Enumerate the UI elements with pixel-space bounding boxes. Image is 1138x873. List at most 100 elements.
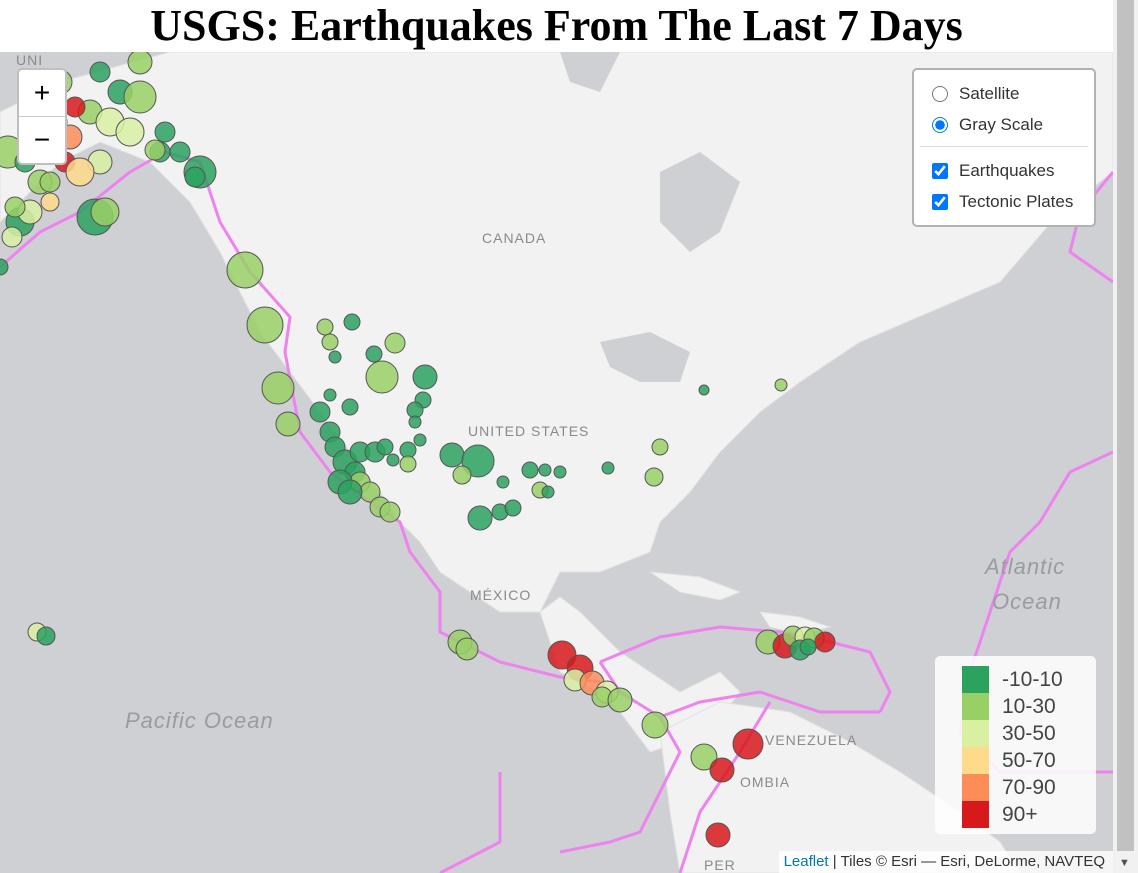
earthquake-marker[interactable]: [89, 61, 111, 83]
leaflet-link[interactable]: Leaflet: [783, 853, 829, 870]
earthquake-marker[interactable]: [1, 226, 23, 248]
earthquake-marker[interactable]: [261, 371, 295, 405]
earthquake-marker[interactable]: [337, 479, 363, 505]
scroll-down-arrow-icon[interactable]: ▼: [1119, 857, 1130, 869]
earthquake-marker[interactable]: [607, 687, 633, 713]
label-colombia: OMBIA: [740, 774, 791, 790]
label-mexico: MÉXICO: [470, 587, 532, 603]
label-unit-top: UNI: [16, 52, 44, 68]
zoom-control: + −: [17, 68, 67, 165]
zoom-out-button[interactable]: −: [19, 116, 65, 163]
earthquake-marker[interactable]: [496, 475, 510, 489]
earthquake-marker[interactable]: [309, 401, 331, 423]
earthquake-marker[interactable]: [467, 505, 493, 531]
earthquake-marker[interactable]: [246, 306, 284, 344]
earthquake-marker[interactable]: [115, 117, 145, 147]
earthquake-marker[interactable]: [408, 415, 422, 429]
earthquake-marker[interactable]: [651, 438, 669, 456]
earthquakes-checkbox[interactable]: [932, 162, 948, 179]
earthquake-marker[interactable]: [705, 822, 731, 848]
earthquake-marker[interactable]: [154, 121, 176, 143]
hudson-bay: [660, 152, 740, 252]
earthquake-marker[interactable]: [226, 251, 264, 289]
earthquake-marker[interactable]: [365, 360, 399, 394]
earthquake-marker[interactable]: [399, 455, 417, 473]
legend-item: 70-90: [962, 774, 1056, 801]
earthquake-marker[interactable]: [316, 318, 334, 336]
earthquake-marker[interactable]: [698, 384, 710, 396]
layer-satellite[interactable]: Satellite: [914, 78, 1094, 109]
legend-swatch: [962, 774, 989, 801]
scrollbar-thumb[interactable]: [1117, 0, 1134, 851]
earthquake-marker[interactable]: [799, 638, 817, 656]
earthquake-marker[interactable]: [123, 80, 157, 114]
legend-label: -10-10: [1002, 667, 1063, 691]
gray-scale-radio[interactable]: [932, 116, 948, 133]
earthquake-marker[interactable]: [4, 196, 26, 218]
earthquakes-layer: [0, 52, 836, 848]
legend-swatch: [962, 666, 989, 693]
layer-earthquakes[interactable]: Earthquakes: [914, 155, 1094, 186]
earthquake-marker[interactable]: [343, 313, 361, 331]
earthquake-marker[interactable]: [386, 453, 400, 467]
legend-swatch: [962, 801, 989, 828]
earthquake-marker[interactable]: [321, 333, 339, 351]
earthquake-marker[interactable]: [184, 166, 206, 188]
legend-swatch: [962, 693, 989, 720]
label-united-states: UNITED STATES: [468, 423, 590, 439]
arctic-water: [560, 52, 620, 92]
earthquake-marker[interactable]: [601, 461, 615, 475]
earthquake-marker[interactable]: [169, 141, 191, 163]
earthquake-marker[interactable]: [644, 467, 664, 487]
legend-label: 10-30: [1002, 694, 1056, 718]
earthquake-marker[interactable]: [144, 139, 166, 161]
label-pacific-ocean: Pacific Ocean: [125, 708, 274, 733]
earthquake-marker[interactable]: [64, 96, 86, 118]
earthquake-marker[interactable]: [774, 378, 788, 392]
earthquake-marker[interactable]: [65, 157, 95, 187]
page-scrollbar[interactable]: ▼: [1113, 0, 1138, 873]
earthquake-marker[interactable]: [814, 631, 836, 653]
earthquake-marker[interactable]: [275, 411, 301, 437]
earthquake-marker[interactable]: [455, 637, 479, 661]
layer-tectonic-plates[interactable]: Tectonic Plates: [914, 186, 1094, 217]
earthquake-marker[interactable]: [541, 485, 555, 499]
cuba-land: [649, 571, 742, 601]
satellite-radio[interactable]: [932, 85, 948, 102]
earthquake-marker[interactable]: [553, 465, 567, 479]
earthquake-marker[interactable]: [439, 442, 465, 468]
earthquake-marker[interactable]: [365, 345, 383, 363]
earthquake-marker[interactable]: [732, 728, 764, 760]
earthquake-marker[interactable]: [690, 743, 718, 771]
legend-swatch: [962, 720, 989, 747]
earthquake-marker[interactable]: [538, 463, 552, 477]
earthquake-marker[interactable]: [341, 398, 359, 416]
earthquake-marker[interactable]: [452, 465, 472, 485]
earthquake-marker[interactable]: [413, 433, 427, 447]
map[interactable]: CANADA UNITED STATES MÉXICO VENEZUELA OM…: [0, 52, 1113, 873]
earthquake-marker[interactable]: [461, 444, 495, 478]
earthquake-marker[interactable]: [376, 438, 394, 456]
earthquake-marker[interactable]: [412, 364, 438, 390]
attribution: Leaflet | Tiles © Esri — Esri, DeLorme, …: [778, 851, 1113, 873]
earthquake-marker[interactable]: [323, 388, 337, 402]
earthquake-marker[interactable]: [709, 757, 735, 783]
earthquake-marker[interactable]: [40, 192, 60, 212]
earthquake-marker[interactable]: [39, 171, 61, 193]
earthquake-marker[interactable]: [384, 332, 406, 354]
earthquake-marker[interactable]: [641, 711, 669, 739]
layer-gray-scale[interactable]: Gray Scale: [914, 109, 1094, 140]
earthquake-marker[interactable]: [0, 258, 9, 276]
label-canada: CANADA: [482, 230, 547, 246]
tectonic-plates-checkbox[interactable]: [932, 193, 948, 210]
earthquake-marker[interactable]: [521, 461, 539, 479]
earthquake-marker[interactable]: [36, 626, 56, 646]
earthquake-marker[interactable]: [90, 197, 120, 227]
earthquake-marker[interactable]: [504, 499, 522, 517]
earthquake-marker[interactable]: [127, 52, 153, 75]
north-america-land: [0, 52, 1113, 753]
zoom-in-button[interactable]: +: [33, 77, 51, 108]
earthquake-marker[interactable]: [379, 501, 401, 523]
earthquake-marker[interactable]: [328, 350, 342, 364]
great-lakes: [600, 332, 690, 382]
